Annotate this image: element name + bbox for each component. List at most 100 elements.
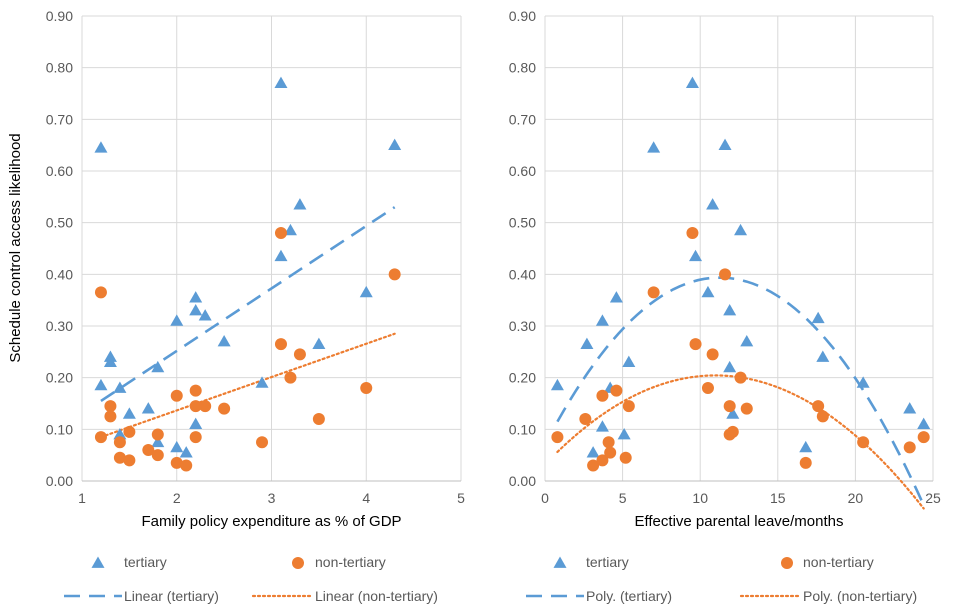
legend-label: Poly. (tertiary) (586, 588, 672, 604)
point-tertiary (94, 378, 108, 391)
point-tertiary (586, 446, 600, 458)
point-non-tertiary (686, 227, 699, 239)
point-non-tertiary (622, 400, 635, 413)
point-non-tertiary (799, 456, 812, 469)
x-tick-label: 1 (78, 490, 86, 506)
point-tertiary (917, 417, 931, 430)
point-non-tertiary (189, 400, 202, 413)
y-tick-label: 0.60 (46, 163, 73, 179)
point-non-tertiary (151, 449, 164, 462)
point-non-tertiary (274, 338, 287, 351)
point-tertiary (903, 402, 917, 414)
y-tick-label: 0.50 (509, 215, 536, 231)
point-non-tertiary (619, 451, 632, 464)
point-non-tertiary (596, 389, 609, 402)
point-non-tertiary (142, 444, 155, 456)
point-tertiary (726, 407, 740, 419)
legend-triangle-marker (553, 556, 567, 568)
x-tick-label: 25 (925, 490, 941, 506)
legend-1: tertiary non-tertiary Linear (tertiary) Lin… (64, 554, 438, 604)
point-tertiary (103, 355, 117, 368)
point-non-tertiary (689, 338, 702, 351)
point-tertiary (622, 355, 636, 368)
legend-label: Linear (tertiary) (124, 588, 219, 604)
point-tertiary (617, 428, 631, 440)
point-non-tertiary (647, 286, 660, 299)
point-tertiary (701, 285, 715, 298)
point-tertiary (312, 337, 326, 349)
point-tertiary (718, 138, 732, 151)
point-tertiary (189, 291, 203, 303)
point-non-tertiary (284, 371, 297, 384)
point-non-tertiary (740, 402, 753, 415)
y-tick-label: 0.00 (46, 473, 73, 489)
point-tertiary (811, 311, 825, 324)
y-tick-label: 0.60 (509, 163, 536, 179)
point-tertiary (170, 440, 184, 453)
point-non-tertiary (604, 446, 617, 459)
point-non-tertiary (812, 400, 825, 413)
trendline-tertiary (556, 276, 925, 506)
point-non-tertiary (199, 400, 212, 413)
point-non-tertiary (293, 348, 306, 361)
point-tertiary (141, 402, 155, 414)
point-non-tertiary (551, 431, 564, 444)
point-non-tertiary (113, 436, 126, 449)
chart-1: 0.00 0.10 0.20 0.30 0.40 0.50 0.60 0.70 0.80 0.90… (46, 8, 465, 530)
legend-label: non-tertiary (315, 554, 386, 570)
point-tertiary (122, 407, 136, 419)
y-tick-label: 0.00 (509, 473, 536, 489)
legend-label: non-tertiary (803, 554, 874, 570)
y-tick-label: 0.90 (46, 8, 73, 24)
point-non-tertiary (170, 389, 183, 402)
point-non-tertiary (706, 348, 719, 361)
point-tertiary (359, 285, 373, 298)
y-tick-label: 0.40 (46, 266, 73, 282)
point-tertiary (647, 141, 661, 153)
point-non-tertiary (94, 286, 107, 299)
x-axis-title: Family policy expenditure as % of GDP (141, 513, 401, 530)
point-non-tertiary (189, 431, 202, 444)
point-non-tertiary (701, 382, 714, 394)
point-tertiary (595, 420, 609, 432)
point-tertiary (856, 376, 870, 388)
y-tick-label: 0.30 (46, 318, 73, 334)
point-tertiary (580, 337, 594, 349)
point-non-tertiary (256, 436, 269, 449)
point-non-tertiary (388, 268, 401, 281)
point-tertiary (816, 350, 830, 362)
point-non-tertiary (587, 459, 600, 472)
point-non-tertiary (726, 425, 739, 438)
point-non-tertiary (816, 410, 829, 423)
point-non-tertiary (104, 400, 117, 413)
trendline-tertiary (100, 206, 396, 403)
point-tertiary (151, 435, 165, 448)
x-tick-label: 5 (457, 490, 465, 506)
point-tertiary (217, 335, 231, 347)
y-tick-label: 0.90 (509, 8, 536, 24)
point-tertiary (170, 314, 184, 326)
x-tick-label: 20 (848, 490, 864, 506)
point-non-tertiary (123, 425, 136, 438)
y-tick-label: 0.70 (509, 111, 536, 127)
point-non-tertiary (151, 428, 164, 441)
point-tertiary (799, 440, 813, 453)
y-tick-label: 0.20 (509, 370, 536, 386)
point-tertiary (550, 378, 564, 391)
legend-triangle-marker (91, 556, 105, 568)
y-tick-label: 0.80 (509, 60, 536, 76)
point-tertiary (189, 304, 203, 316)
x-tick-label: 0 (541, 490, 549, 506)
point-tertiary (274, 76, 288, 89)
point-tertiary (609, 291, 623, 303)
point-non-tertiary (903, 441, 916, 454)
x-tick-label: 2 (173, 490, 181, 506)
point-non-tertiary (123, 454, 136, 467)
point-non-tertiary (189, 384, 202, 397)
x-axis-title: Effective parental leave/months (634, 513, 843, 530)
y-tick-label: 0.80 (46, 60, 73, 76)
point-tertiary (255, 376, 269, 388)
trendline-non-tertiary (99, 332, 396, 439)
point-tertiary (198, 309, 212, 321)
legend-2: tertiary non-tertiary Poly. (tertiary) Poly… (526, 554, 917, 604)
